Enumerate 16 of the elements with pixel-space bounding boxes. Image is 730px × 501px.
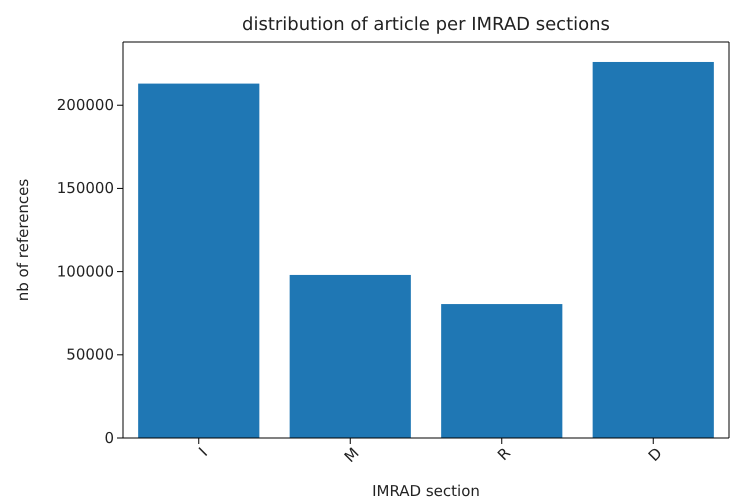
y-tick-label: 150000 xyxy=(56,179,114,198)
x-tick-label: D xyxy=(644,444,666,465)
chart-title: distribution of article per IMRAD sections xyxy=(242,14,610,35)
bar xyxy=(138,84,260,438)
bar xyxy=(441,304,562,438)
x-tick-label: I xyxy=(195,444,212,460)
bar xyxy=(290,274,411,438)
x-tick-label: R xyxy=(494,444,514,464)
x-tick-label: M xyxy=(340,444,363,466)
y-axis-title: nb of references xyxy=(14,178,32,302)
y-tick-label: 200000 xyxy=(56,96,114,114)
y-tick-label: 50000 xyxy=(66,346,114,364)
y-tick-label: 0 xyxy=(104,428,114,447)
bar xyxy=(592,62,714,438)
y-tick-label: 100000 xyxy=(56,262,114,280)
x-axis-title: IMRAD section xyxy=(372,482,480,500)
